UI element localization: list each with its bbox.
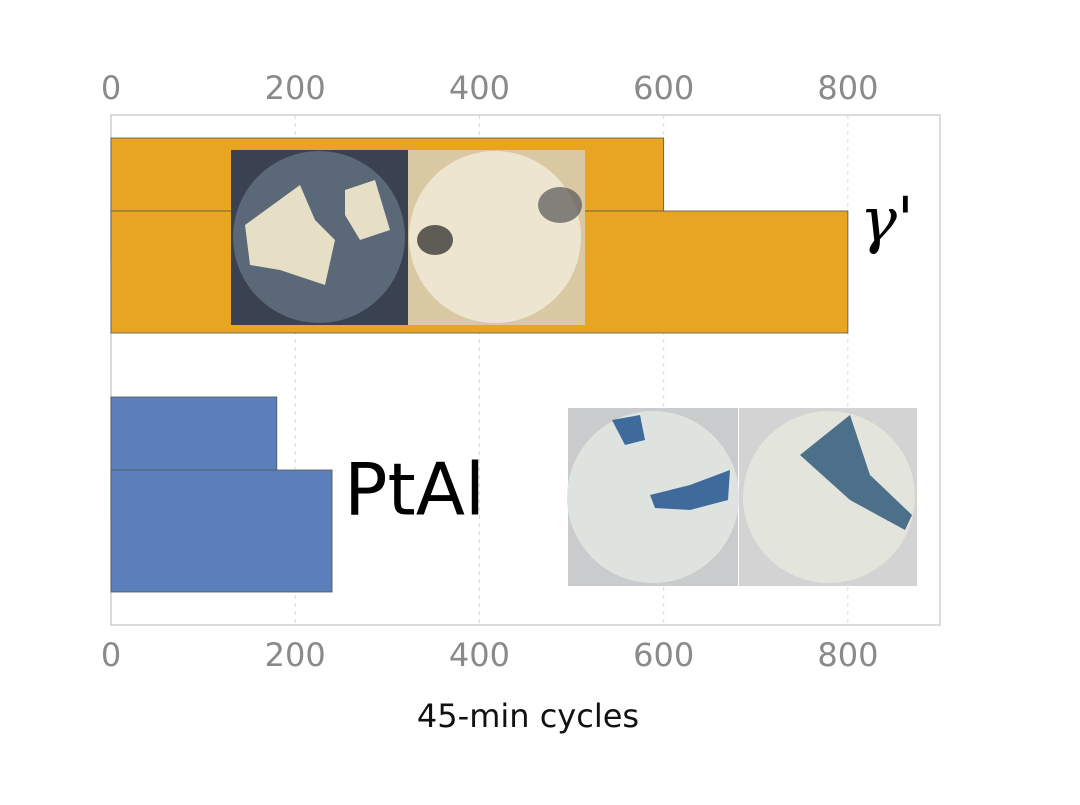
spall: [417, 225, 453, 255]
spall: [612, 415, 645, 445]
spall: [800, 415, 912, 530]
x-tick-label-top: 800: [817, 69, 878, 107]
x-tick-label-top: 400: [449, 69, 510, 107]
plot-frame: [110, 114, 941, 626]
coupon: [409, 151, 581, 323]
x-axis-title: 45-min cycles: [417, 697, 639, 735]
series-label: γ': [860, 183, 914, 256]
photo-ptal: [567, 408, 917, 586]
spall: [538, 187, 582, 223]
coating-flake: [345, 180, 390, 240]
photo-gamma: [231, 150, 585, 325]
x-tick-label-top: 200: [265, 69, 326, 107]
x-tick-label: 800: [817, 636, 878, 674]
x-tick-label: 600: [633, 636, 694, 674]
x-tick-label-top: 0: [101, 69, 121, 107]
coupon: [743, 411, 915, 583]
coating-flake: [245, 185, 335, 285]
bar: [110, 469, 333, 593]
x-tick-label: 400: [449, 636, 510, 674]
spall: [650, 470, 730, 510]
x-tick-label: 0: [101, 636, 121, 674]
series-label: PtAl: [344, 448, 485, 532]
x-tick-label: 200: [265, 636, 326, 674]
x-tick-label-top: 600: [633, 69, 694, 107]
